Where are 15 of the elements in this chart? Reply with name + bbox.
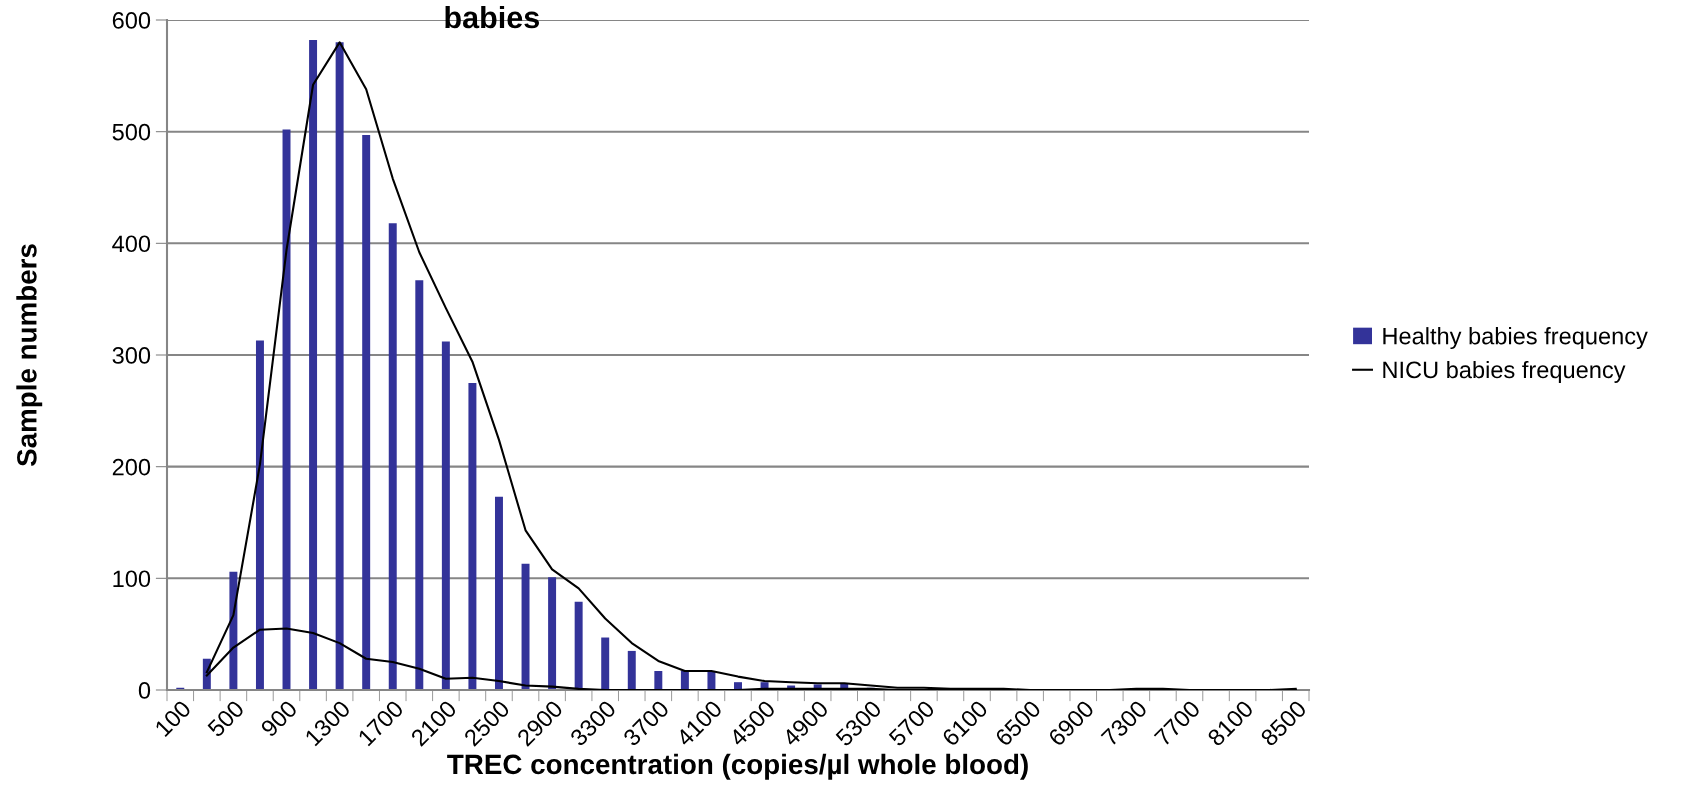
legend-label: NICU babies frequency: [1383, 360, 1626, 383]
y-tick-label: 300: [112, 347, 151, 364]
x-tick-label: 100: [154, 699, 192, 738]
legend-label: Healthy babies frequency: [1383, 327, 1648, 350]
y-tick-label: 100: [113, 570, 151, 588]
chart-title: babies: [445, 5, 539, 29]
y-tick-label: 0: [138, 682, 151, 699]
y-axis-title: Sample numbers: [16, 244, 43, 467]
y-tick-label: 200: [112, 458, 151, 476]
y-tick-label: 400: [112, 235, 151, 253]
y-tick-label: 600: [112, 12, 151, 29]
x-tick-label: 500: [206, 699, 246, 738]
x-axis-title: TREC concentration (copies/µl whole blood): [447, 753, 1028, 780]
y-tick-label: 500: [112, 123, 151, 141]
x-tick-label: 900: [259, 699, 299, 738]
